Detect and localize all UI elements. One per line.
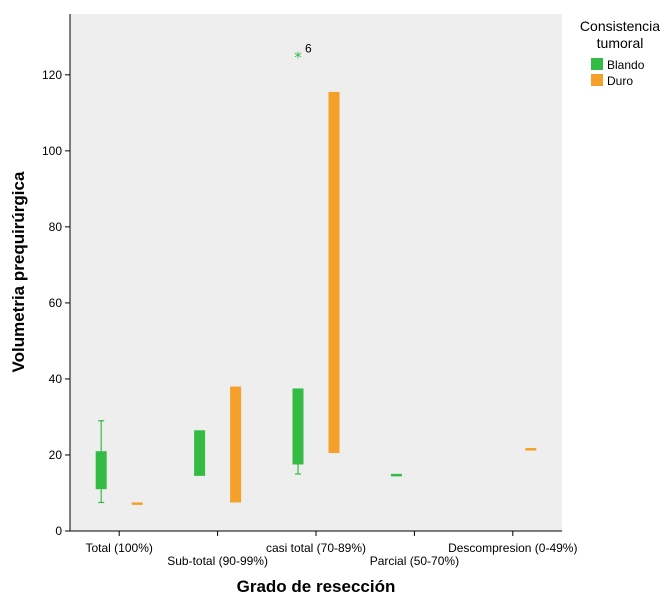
box-body	[292, 388, 304, 465]
box-blando	[194, 430, 206, 476]
box-blando	[95, 420, 107, 504]
x-axis-title: Grado de resección	[237, 577, 396, 596]
outlier-marker: *	[294, 49, 302, 67]
x-tick-label: Parcial (50-70%)	[370, 554, 459, 568]
box-body	[328, 91, 340, 454]
y-tick-label: 100	[42, 144, 62, 158]
legend-swatch-duro	[591, 74, 603, 86]
legend-swatch-blando	[591, 58, 603, 70]
box-duro	[328, 91, 340, 454]
y-tick-label: 40	[49, 372, 63, 386]
outlier-label: 6	[305, 42, 312, 56]
y-axis-title: Volumetria prequirúrgica	[9, 171, 28, 372]
box-duro	[230, 386, 242, 503]
x-tick-label: Sub-total (90-99%)	[167, 554, 268, 568]
box-blando	[390, 473, 402, 477]
y-tick-label: 120	[42, 68, 62, 82]
box-body	[230, 386, 242, 503]
legend-title-line1: Consistencia	[580, 18, 660, 34]
legend: Consistencia tumoral Blando Duro	[580, 18, 660, 88]
y-tick-label: 0	[55, 524, 62, 538]
x-tick-label: Descompresion (0-49%)	[448, 541, 577, 555]
x-tick-label: casi total (70-89%)	[266, 541, 366, 555]
y-tick-label: 80	[49, 220, 63, 234]
y-tick-label: 60	[49, 296, 63, 310]
box-duro	[525, 448, 537, 451]
box-blando	[292, 388, 304, 475]
box-body	[194, 430, 206, 476]
box-body	[95, 451, 107, 490]
x-axis-ticks: Total (100%) Sub-total (90-99%)casi total…	[86, 531, 577, 568]
box-duro	[131, 502, 143, 505]
outlier-points: * 6	[294, 42, 312, 67]
box-body	[131, 502, 143, 505]
box-series	[95, 91, 537, 505]
y-axis-ticks: 0 20 40 60 80 100 120	[42, 68, 70, 538]
box-body	[390, 473, 402, 477]
box-body	[525, 448, 537, 451]
x-tick-label: Total (100%)	[86, 541, 153, 555]
legend-label-duro: Duro	[607, 74, 633, 88]
plot-background	[70, 14, 562, 531]
legend-label-blando: Blando	[607, 58, 645, 72]
legend-title-line2: tumoral	[597, 35, 644, 51]
y-tick-label: 20	[49, 448, 63, 462]
